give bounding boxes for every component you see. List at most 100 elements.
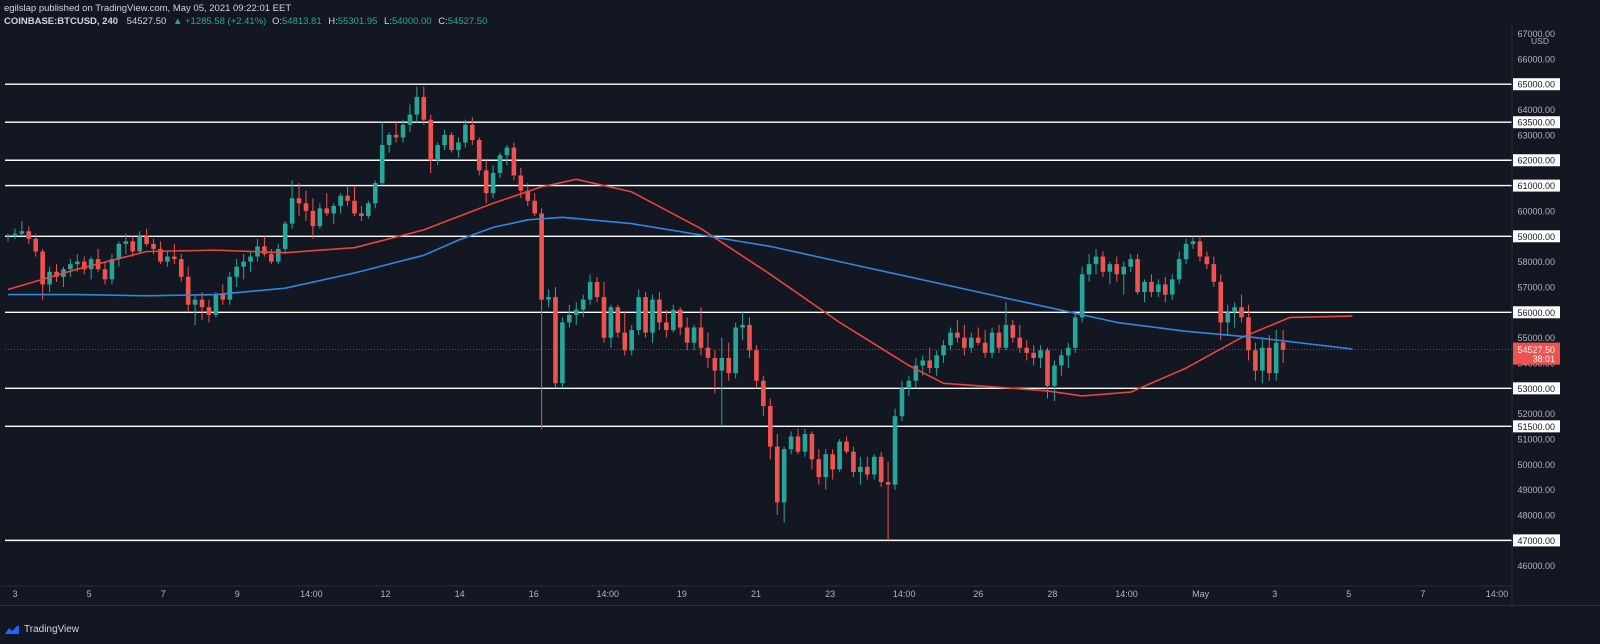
price-tick-label: 48000.00	[1517, 511, 1555, 521]
plot-area[interactable]	[5, 31, 1512, 586]
time-tick-label: 3	[12, 589, 17, 599]
candle-body	[393, 134, 399, 138]
candle-body	[331, 205, 337, 214]
candle-body	[289, 198, 295, 224]
last-price: 54527.50	[126, 16, 167, 27]
candle-body	[40, 251, 45, 285]
candle-body	[199, 299, 205, 308]
price-tick-label: 63000.00	[1517, 130, 1555, 140]
candle-body	[282, 223, 288, 249]
candle-body	[816, 459, 822, 478]
price-tick-label: 46000.00	[1517, 561, 1555, 571]
candle-body	[234, 266, 239, 277]
candle-body	[338, 195, 343, 206]
candle-body	[1052, 365, 1057, 386]
candle-body	[539, 213, 544, 300]
footer-divider	[0, 605, 1600, 606]
candle-body	[740, 324, 745, 328]
candle-body	[1003, 324, 1009, 348]
candle-body	[774, 446, 780, 503]
price-tick-label: 50000.00	[1517, 460, 1555, 470]
high-value: 55301.95	[337, 16, 378, 27]
price-axis[interactable]: USD 46000.00 47000.00 48000.00 49000.00 50000…	[1511, 25, 1560, 605]
candle-body	[345, 195, 350, 201]
candle-body	[1086, 264, 1092, 275]
candle-body	[1038, 350, 1043, 358]
price-tick-label: 65000.00	[1517, 80, 1555, 90]
candle-body	[1169, 279, 1175, 295]
candle-body	[941, 345, 946, 356]
price-tick-label: 56000.00	[1517, 308, 1555, 318]
candle-body	[601, 297, 607, 338]
candle-body	[130, 241, 136, 252]
footer-brand-label: TradingView	[24, 624, 80, 635]
price-tick-label: 52000.00	[1517, 409, 1555, 419]
candle-body	[310, 210, 316, 227]
candle-body	[851, 451, 856, 472]
candle-body	[456, 142, 461, 151]
candle-body	[948, 332, 953, 346]
candle-body	[511, 147, 517, 176]
candle-body	[1024, 347, 1030, 353]
candle-body	[1176, 259, 1182, 280]
candle-body	[1128, 259, 1133, 267]
price-tick-label: 63500.00	[1517, 118, 1555, 128]
time-tick-label: 21	[751, 589, 761, 599]
candle-body	[324, 208, 330, 214]
candle-body	[643, 297, 648, 333]
price-tick-label: 61000.00	[1517, 181, 1555, 191]
candle-body	[68, 264, 73, 270]
candle-body	[532, 200, 537, 214]
candle-body	[1059, 355, 1064, 366]
candle-body	[1280, 342, 1286, 350]
close-label: C:	[438, 16, 448, 27]
candle-body	[1135, 259, 1140, 293]
candle-body	[594, 281, 600, 298]
candle-body	[698, 327, 704, 348]
candle-body	[636, 297, 641, 331]
candle-body	[1253, 350, 1258, 371]
candle-body	[490, 172, 496, 194]
footer-brand[interactable]: TradingView	[4, 624, 79, 635]
candle-body	[885, 482, 891, 485]
current-price-label: 54527.50	[1517, 345, 1555, 355]
time-tick-label: 14:00	[1486, 589, 1509, 599]
low-value: 54000.00	[391, 16, 432, 27]
time-tick-label: 23	[825, 589, 835, 599]
time-axis[interactable]: 3 5 7 9 14:00 12 14 16 14:00 19 21 23 14:00 26 28 14:00…	[0, 585, 1512, 599]
candle-body	[844, 441, 849, 452]
candle-body	[178, 259, 184, 277]
symbol-label: COINBASE:BTCUSD, 240	[4, 16, 119, 27]
candle-body	[296, 198, 302, 204]
candle-body	[109, 259, 115, 280]
symbol-ohlc-line: COINBASE:BTCUSD, 240 54527.50 ▲ +1285.58…	[4, 16, 491, 27]
level-price-badge	[1513, 382, 1560, 395]
candle-body	[470, 124, 475, 140]
support-resistance-levels	[5, 83, 1512, 542]
level-price-badge	[1513, 116, 1560, 129]
candle-body	[830, 454, 835, 470]
candle-body	[871, 456, 877, 475]
candle-body	[664, 322, 669, 331]
candle-body	[504, 147, 510, 156]
candle-body	[497, 155, 503, 173]
candle-body	[560, 322, 565, 384]
price-tick-label: 57000.00	[1517, 282, 1555, 292]
candle-body	[317, 208, 323, 227]
time-tick-label: 12	[380, 589, 390, 599]
candle-body	[158, 248, 163, 262]
candle-body	[75, 261, 80, 265]
candle-body	[1239, 307, 1244, 318]
candle-body	[553, 297, 558, 384]
time-tick-label: 7	[161, 589, 166, 599]
candle-body	[483, 170, 489, 194]
time-tick-label: 14:00	[1115, 589, 1138, 599]
time-tick-label: 9	[235, 589, 240, 599]
candle-body	[359, 213, 364, 216]
time-tick-label: 28	[1047, 589, 1057, 599]
level-price-badge	[1513, 78, 1560, 91]
price-tick-label: 58000.00	[1517, 257, 1555, 267]
candle-body	[913, 365, 919, 381]
candle-body	[269, 254, 274, 262]
